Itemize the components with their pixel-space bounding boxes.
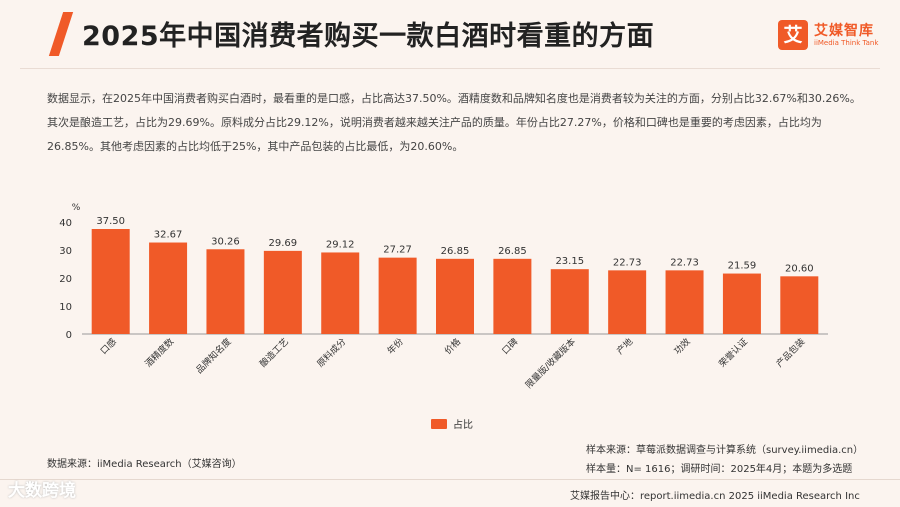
bar [608, 270, 647, 334]
footer-divider [0, 479, 900, 480]
bar [780, 276, 819, 334]
bar [149, 242, 188, 334]
bar [665, 270, 704, 334]
bar-value-label: 32.67 [154, 230, 183, 241]
x-tick-label: 原料成分 [314, 336, 348, 370]
bar-value-label: 22.73 [613, 257, 642, 268]
bar [321, 252, 360, 334]
x-tick-label: 价格 [442, 336, 463, 357]
header-divider [20, 68, 880, 69]
x-tick-label: 产地 [614, 336, 635, 357]
bar [263, 250, 302, 334]
bar [722, 273, 761, 334]
bar [378, 257, 417, 334]
x-tick-label: 荣誉认证 [716, 336, 750, 370]
bar-value-label: 37.50 [96, 216, 125, 227]
logo-text-en: iiMedia Think Tank [814, 39, 879, 47]
legend-label: 占比 [453, 418, 473, 431]
y-tick-label: 10 [59, 302, 72, 313]
bar-value-label: 26.85 [498, 246, 527, 257]
iimedia-logo: 艾 艾媒智库 iiMedia Think Tank [778, 20, 888, 52]
y-tick-label: 20 [59, 274, 72, 285]
legend-swatch [431, 419, 447, 429]
logo-text-cn: 艾媒智库 [814, 23, 874, 39]
bar [550, 269, 589, 334]
bar [91, 229, 130, 334]
page-title: 2025年中国消费者购买一款白酒时看重的方面 [82, 21, 655, 52]
bar-value-label: 30.26 [211, 236, 240, 247]
y-tick-label: 0 [66, 330, 72, 341]
bar-value-label: 23.15 [555, 256, 584, 267]
y-tick-label: 40 [59, 218, 72, 229]
bar-value-label: 26.85 [441, 246, 470, 257]
watermark-logo: 大数跨境 [8, 481, 76, 501]
data-source-note: 数据来源：iiMedia Research（艾媒咨询） [47, 459, 242, 470]
bar-value-label: 20.60 [785, 263, 814, 274]
bar-value-label: 21.59 [728, 261, 757, 272]
sample-source-note: 样本来源：草莓派数据调查与计算系统（survey.iimedia.cn） [586, 445, 864, 456]
bar [493, 258, 532, 334]
bar-value-label: 22.73 [670, 257, 699, 268]
y-unit-label: % [72, 203, 81, 213]
x-tick-label: 限量版/收藏版本 [523, 336, 578, 391]
x-tick-label: 品牌知名度 [193, 336, 233, 376]
x-tick-label: 口感 [98, 336, 119, 357]
bar [206, 249, 245, 334]
x-tick-label: 酒精度数 [142, 336, 176, 370]
bar-value-label: 29.12 [326, 239, 355, 250]
sample-size-note: 样本量：N= 1616；调研时间：2025年4月；本题为多选题 [586, 464, 853, 475]
bar-value-label: 29.69 [269, 238, 298, 249]
footer-text: 艾媒报告中心：report.iimedia.cn 2025 iiMedia Re… [570, 491, 860, 502]
x-tick-label: 酿造工艺 [257, 336, 291, 370]
x-tick-label: 年份 [385, 336, 406, 357]
x-tick-label: 产品包装 [773, 336, 807, 370]
x-tick-label: 口碑 [499, 336, 520, 357]
logo-mark: 艾 [778, 20, 808, 50]
description-paragraph: 数据显示，在2025年中国消费者购买白酒时，最看重的是口感，占比高达37.50%… [47, 92, 861, 153]
y-tick-label: 30 [59, 246, 72, 257]
bar-value-label: 27.27 [383, 245, 412, 256]
x-tick-label: 功效 [671, 336, 692, 357]
bar [436, 258, 474, 334]
